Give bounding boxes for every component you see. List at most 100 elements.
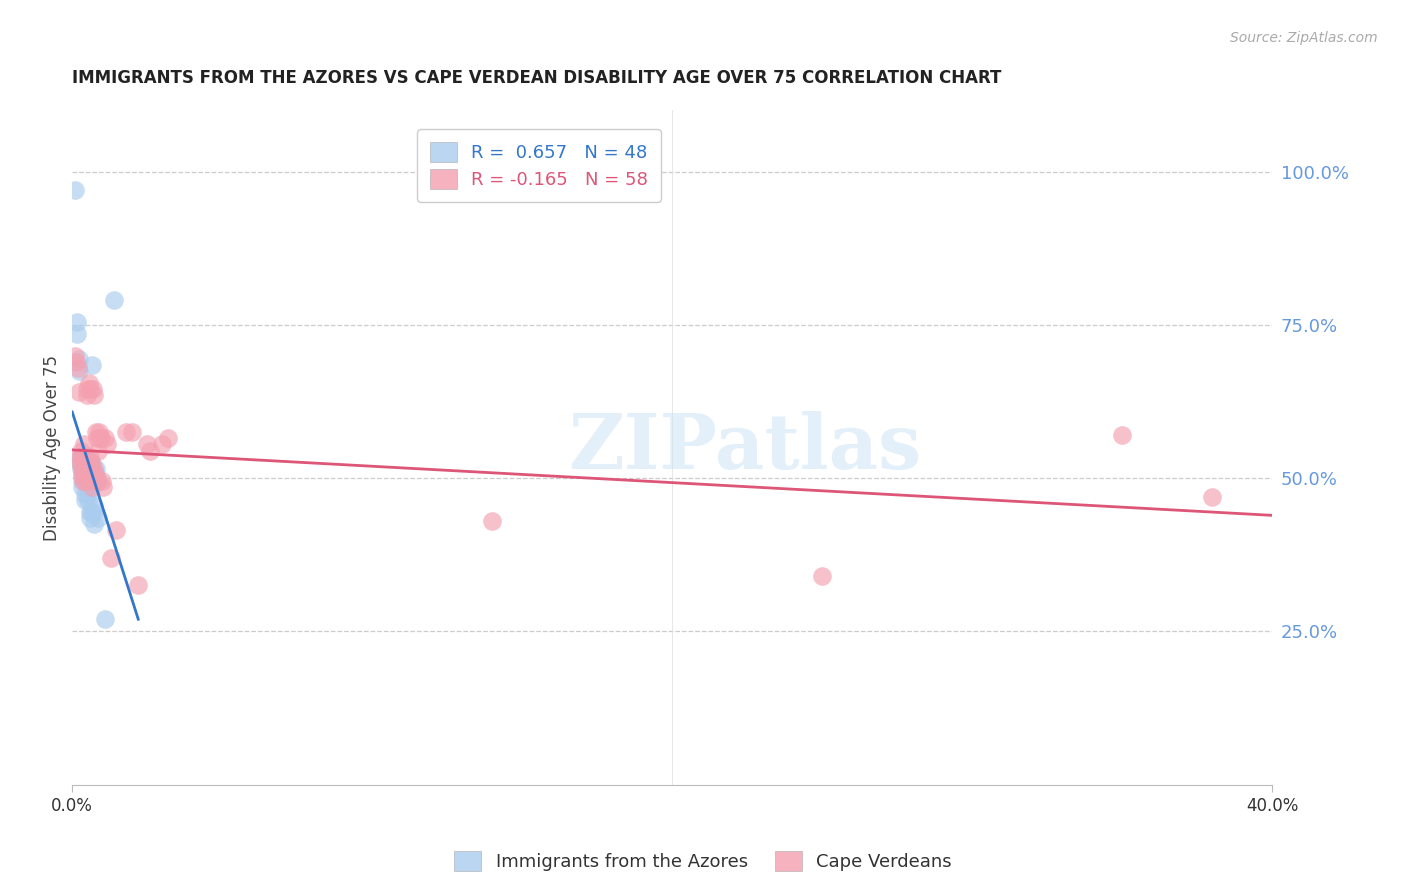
- Point: [90, 431, 112, 445]
- Point: [103, 293, 125, 308]
- Point: [72, 480, 94, 494]
- Point: [72, 437, 94, 451]
- Point: [77, 462, 100, 476]
- Point: [70, 443, 93, 458]
- Point: [67, 351, 90, 366]
- Point: [77, 456, 100, 470]
- Point: [91, 480, 114, 494]
- Point: [69, 456, 91, 470]
- Point: [65, 349, 87, 363]
- Point: [79, 511, 101, 525]
- Point: [121, 425, 143, 440]
- Point: [76, 382, 98, 396]
- Point: [83, 499, 105, 513]
- Point: [83, 462, 105, 476]
- Y-axis label: Disability Age Over 75: Disability Age Over 75: [44, 354, 60, 541]
- Point: [115, 425, 138, 440]
- Point: [82, 468, 104, 483]
- Point: [69, 456, 91, 470]
- Point: [83, 468, 105, 483]
- Point: [77, 462, 100, 476]
- Point: [69, 450, 91, 464]
- Point: [75, 456, 97, 470]
- Point: [80, 480, 103, 494]
- Point: [73, 462, 96, 476]
- Point: [73, 450, 96, 464]
- Point: [70, 462, 93, 476]
- Point: [66, 315, 89, 329]
- Point: [67, 364, 90, 378]
- Point: [1111, 428, 1133, 442]
- Point: [82, 382, 104, 396]
- Point: [73, 456, 96, 470]
- Point: [86, 431, 108, 445]
- Point: [139, 443, 162, 458]
- Point: [73, 486, 96, 500]
- Point: [70, 450, 93, 464]
- Point: [80, 456, 103, 470]
- Point: [80, 462, 103, 476]
- Point: [79, 376, 101, 391]
- Point: [1201, 490, 1223, 504]
- Point: [72, 450, 94, 464]
- Point: [79, 468, 101, 483]
- Point: [94, 612, 117, 626]
- Point: [91, 475, 114, 489]
- Point: [65, 354, 87, 368]
- Point: [79, 382, 101, 396]
- Point: [79, 450, 101, 464]
- Legend: R =  0.657   N = 48, R = -0.165   N = 58: R = 0.657 N = 48, R = -0.165 N = 58: [418, 129, 661, 202]
- Point: [79, 505, 101, 519]
- Point: [72, 468, 94, 483]
- Point: [70, 456, 93, 470]
- Point: [76, 388, 98, 402]
- Point: [83, 505, 105, 519]
- Point: [96, 437, 118, 451]
- Point: [82, 462, 104, 476]
- Point: [63, 183, 86, 197]
- Point: [104, 524, 127, 538]
- Point: [76, 475, 98, 489]
- Point: [150, 437, 173, 451]
- Point: [127, 578, 149, 592]
- Point: [73, 468, 96, 483]
- Point: [481, 514, 503, 528]
- Point: [100, 550, 122, 565]
- Point: [77, 468, 100, 483]
- Point: [70, 462, 93, 476]
- Point: [75, 475, 97, 489]
- Point: [73, 475, 96, 489]
- Text: IMMIGRANTS FROM THE AZORES VS CAPE VERDEAN DISABILITY AGE OVER 75 CORRELATION CH: IMMIGRANTS FROM THE AZORES VS CAPE VERDE…: [72, 69, 1001, 87]
- Point: [87, 475, 110, 489]
- Text: ZIPatlas: ZIPatlas: [568, 410, 921, 484]
- Point: [136, 437, 159, 451]
- Point: [86, 475, 108, 489]
- Point: [75, 468, 97, 483]
- Point: [76, 462, 98, 476]
- Point: [66, 327, 89, 342]
- Point: [70, 475, 93, 489]
- Point: [94, 431, 117, 445]
- Point: [77, 492, 100, 507]
- Point: [80, 475, 103, 489]
- Point: [72, 456, 94, 470]
- Point: [84, 425, 107, 440]
- Point: [72, 475, 94, 489]
- Point: [72, 462, 94, 476]
- Point: [83, 388, 105, 402]
- Point: [77, 486, 100, 500]
- Point: [89, 431, 111, 445]
- Point: [157, 431, 180, 445]
- Point: [76, 480, 98, 494]
- Point: [80, 468, 103, 483]
- Point: [83, 517, 105, 532]
- Point: [76, 456, 98, 470]
- Point: [66, 360, 89, 375]
- Text: Source: ZipAtlas.com: Source: ZipAtlas.com: [1230, 31, 1378, 45]
- Point: [80, 505, 103, 519]
- Point: [70, 468, 93, 483]
- Point: [84, 462, 107, 476]
- Point: [79, 475, 101, 489]
- Point: [80, 358, 103, 372]
- Point: [76, 468, 98, 483]
